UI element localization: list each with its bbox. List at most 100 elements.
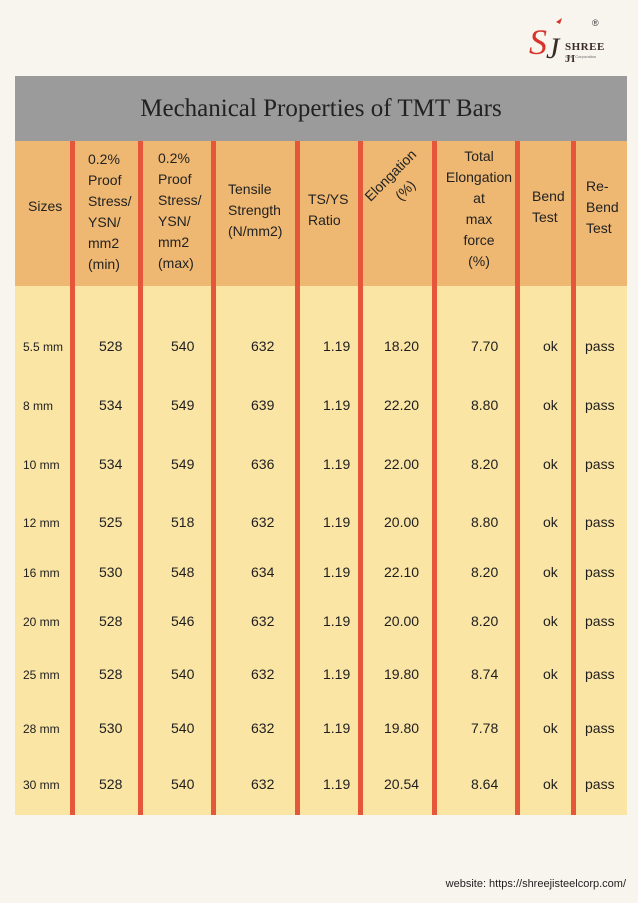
cell-yield-min: 530 bbox=[99, 720, 123, 736]
header-total-elongation: Total Elongation at max force (%) bbox=[445, 148, 513, 269]
column-divider bbox=[571, 141, 576, 815]
cell-total-elongation: 8.80 bbox=[471, 397, 499, 413]
column-divider bbox=[138, 141, 143, 815]
cell-total-elongation: 7.70 bbox=[471, 338, 499, 354]
cell-rebend: pass bbox=[585, 666, 615, 682]
cell-rebend: pass bbox=[585, 776, 615, 792]
cell-bend: ok bbox=[543, 514, 558, 530]
cell-ratio: 1.19 bbox=[323, 514, 351, 530]
cell-tensile: 632 bbox=[251, 666, 275, 682]
cell-total-elongation: 8.64 bbox=[471, 776, 499, 792]
cell-ratio: 1.19 bbox=[323, 776, 351, 792]
cell-size: 8 mm bbox=[23, 399, 53, 413]
cell-tensile: 632 bbox=[251, 514, 275, 530]
table-body bbox=[15, 286, 627, 815]
header-sizes: Sizes bbox=[28, 198, 63, 214]
svg-text:S: S bbox=[529, 22, 547, 62]
cell-tensile: 639 bbox=[251, 397, 275, 413]
cell-ratio: 1.19 bbox=[323, 613, 351, 629]
cell-tensile: 632 bbox=[251, 720, 275, 736]
cell-bend: ok bbox=[543, 564, 558, 580]
cell-rebend: pass bbox=[585, 720, 615, 736]
cell-bend: ok bbox=[543, 613, 558, 629]
cell-total-elongation: 8.20 bbox=[471, 613, 499, 629]
cell-bend: ok bbox=[543, 397, 558, 413]
cell-total-elongation: 7.78 bbox=[471, 720, 499, 736]
table-header bbox=[15, 141, 627, 286]
cell-ratio: 1.19 bbox=[323, 397, 351, 413]
cell-yield-max: 548 bbox=[171, 564, 195, 580]
cell-bend: ok bbox=[543, 666, 558, 682]
header-proof-stress-max: 0.2% Proof Stress/ YSN/ mm2 (max) bbox=[158, 150, 202, 271]
cell-tensile: 632 bbox=[251, 776, 275, 792]
cell-yield-min: 528 bbox=[99, 613, 123, 629]
column-divider bbox=[358, 141, 363, 815]
cell-elongation: 20.54 bbox=[384, 776, 420, 792]
cell-yield-min: 528 bbox=[99, 338, 123, 354]
cell-total-elongation: 8.80 bbox=[471, 514, 499, 530]
cell-elongation: 20.00 bbox=[384, 514, 420, 530]
cell-yield-min: 528 bbox=[99, 666, 123, 682]
cell-size: 20 mm bbox=[23, 615, 60, 629]
header-ts-ys-ratio: TS/YS Ratio bbox=[308, 191, 349, 228]
cell-yield-max: 540 bbox=[171, 776, 195, 792]
sj-monogram-icon: S J bbox=[529, 18, 562, 65]
column-divider bbox=[295, 141, 300, 815]
cell-size: 28 mm bbox=[23, 722, 60, 736]
cell-yield-min: 534 bbox=[99, 456, 123, 472]
cell-yield-max: 540 bbox=[171, 338, 195, 354]
cell-size: 30 mm bbox=[23, 778, 60, 792]
cell-tensile: 632 bbox=[251, 613, 275, 629]
cell-total-elongation: 8.20 bbox=[471, 456, 499, 472]
cell-yield-max: 540 bbox=[171, 720, 195, 736]
cell-yield-min: 534 bbox=[99, 397, 123, 413]
cell-ratio: 1.19 bbox=[323, 666, 351, 682]
cell-ratio: 1.19 bbox=[323, 456, 351, 472]
cell-bend: ok bbox=[543, 776, 558, 792]
page-title: Mechanical Properties of TMT Bars bbox=[140, 94, 502, 122]
cell-rebend: pass bbox=[585, 564, 615, 580]
column-divider bbox=[515, 141, 520, 815]
cell-yield-max: 546 bbox=[171, 613, 195, 629]
cell-yield-max: 549 bbox=[171, 397, 195, 413]
cell-elongation: 22.00 bbox=[384, 456, 420, 472]
cell-size: 10 mm bbox=[23, 458, 60, 472]
cell-bend: ok bbox=[543, 720, 558, 736]
cell-elongation: 19.80 bbox=[384, 720, 420, 736]
title-bar: Mechanical Properties of TMT Bars bbox=[15, 76, 627, 141]
header-rebend-test: Re- Bend Test bbox=[586, 178, 619, 236]
cell-elongation: 19.80 bbox=[384, 666, 420, 682]
cell-size: 16 mm bbox=[23, 566, 60, 580]
header-proof-stress-min: 0.2% Proof Stress/ YSN/ mm2 (min) bbox=[88, 151, 132, 272]
header-tensile-strength: Tensile Strength (N/mm2) bbox=[228, 181, 283, 239]
brand-logo: S J SHREE JI Steel Corporation ® bbox=[528, 18, 610, 65]
cell-elongation: 22.10 bbox=[384, 564, 420, 580]
cell-total-elongation: 8.74 bbox=[471, 666, 499, 682]
brand-tagline: Steel Corporation bbox=[565, 54, 597, 59]
cell-elongation: 18.20 bbox=[384, 338, 420, 354]
cell-elongation: 22.20 bbox=[384, 397, 420, 413]
cell-yield-min: 530 bbox=[99, 564, 123, 580]
cell-rebend: pass bbox=[585, 456, 615, 472]
cell-tensile: 634 bbox=[251, 564, 275, 580]
svg-text:J: J bbox=[546, 32, 561, 64]
brand-name: SHREE JI bbox=[565, 41, 605, 65]
cell-yield-min: 525 bbox=[99, 514, 123, 530]
cell-size: 12 mm bbox=[23, 516, 60, 530]
cell-yield-min: 528 bbox=[99, 776, 123, 792]
column-divider bbox=[432, 141, 437, 815]
registered-mark: ® bbox=[592, 18, 599, 28]
cell-rebend: pass bbox=[585, 397, 615, 413]
cell-bend: ok bbox=[543, 456, 558, 472]
cell-rebend: pass bbox=[585, 514, 615, 530]
cell-rebend: pass bbox=[585, 338, 615, 354]
cell-bend: ok bbox=[543, 338, 558, 354]
cell-ratio: 1.19 bbox=[323, 338, 351, 354]
cell-yield-max: 540 bbox=[171, 666, 195, 682]
column-divider bbox=[70, 141, 75, 815]
website-footer: website: https://shreejisteelcorp.com/ bbox=[445, 878, 626, 890]
cell-tensile: 636 bbox=[251, 456, 275, 472]
cell-yield-max: 518 bbox=[171, 514, 195, 530]
cell-tensile: 632 bbox=[251, 338, 275, 354]
header-bend-test: Bend Test bbox=[532, 188, 565, 225]
